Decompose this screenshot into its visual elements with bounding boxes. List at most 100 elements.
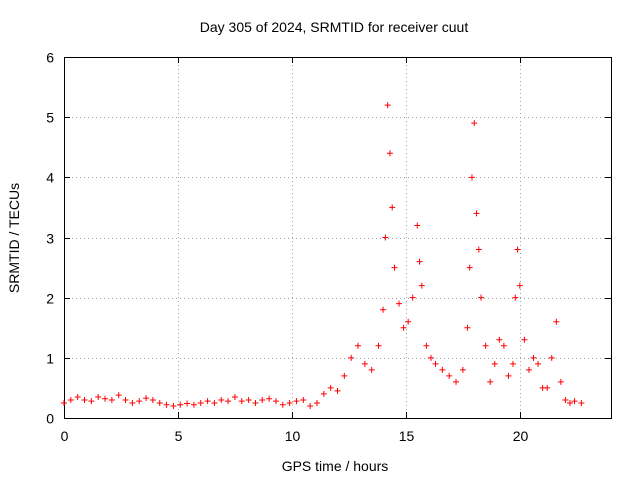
data-point [453, 378, 460, 385]
data-point [487, 378, 494, 385]
y-tick-label: 0 [46, 411, 54, 427]
data-point [156, 399, 163, 406]
data-point [432, 360, 439, 367]
data-point [491, 360, 498, 367]
data-point [478, 294, 485, 301]
data-point [252, 399, 259, 406]
data-point [231, 393, 238, 400]
data-series [61, 102, 585, 409]
data-point [375, 342, 382, 349]
data-point [382, 234, 389, 241]
plot-frame [64, 57, 612, 419]
data-point [355, 342, 362, 349]
data-point [184, 400, 191, 407]
x-tick-label: 5 [175, 428, 183, 444]
y-tick-label: 6 [46, 50, 54, 66]
data-point [115, 392, 122, 399]
data-point [245, 396, 252, 403]
data-point [557, 378, 564, 385]
data-point [389, 204, 396, 211]
data-point [225, 398, 232, 405]
data-point [143, 395, 150, 402]
data-point [95, 393, 102, 400]
data-point [409, 294, 416, 301]
data-point [259, 396, 266, 403]
data-point [108, 396, 115, 403]
data-point [396, 300, 403, 307]
data-point [414, 222, 421, 229]
y-tick-label: 5 [46, 110, 54, 126]
data-point [61, 399, 67, 406]
data-point [471, 120, 478, 127]
data-point [464, 324, 471, 331]
data-point [530, 354, 537, 361]
data-point [170, 402, 177, 409]
data-point [446, 372, 453, 379]
data-point [459, 366, 466, 373]
data-point [466, 264, 473, 271]
data-point [81, 396, 88, 403]
x-tick-label: 0 [61, 428, 69, 444]
data-point [475, 246, 482, 253]
data-point [218, 396, 225, 403]
series-points [61, 102, 585, 409]
data-point [553, 318, 560, 325]
data-point [300, 396, 307, 403]
data-point [418, 282, 425, 289]
data-point [400, 324, 407, 331]
data-point [473, 210, 480, 217]
data-point [320, 390, 327, 397]
y-tick-label: 4 [46, 170, 54, 186]
axis-ticks: 0 5 10 15 20 0 1 2 3 4 5 6 [46, 50, 611, 444]
data-point [122, 396, 129, 403]
data-point [468, 174, 475, 181]
data-point [391, 264, 398, 271]
data-point [548, 354, 555, 361]
data-point [439, 366, 446, 373]
data-point [327, 384, 334, 391]
data-point [500, 342, 507, 349]
data-point [544, 384, 551, 391]
data-point [129, 399, 136, 406]
data-point [361, 360, 368, 367]
data-point [405, 318, 412, 325]
data-point [380, 306, 387, 313]
data-point [313, 399, 320, 406]
data-point [496, 336, 503, 343]
data-point [423, 342, 430, 349]
data-point [348, 354, 355, 361]
data-point [514, 246, 521, 253]
x-tick-label: 10 [285, 428, 301, 444]
data-point [525, 366, 532, 373]
data-point [535, 360, 542, 367]
data-point [427, 354, 434, 361]
data-point [384, 102, 391, 109]
data-point [512, 294, 519, 301]
data-point [136, 398, 143, 405]
x-axis-label: GPS time / hours [282, 458, 389, 474]
data-point [307, 402, 314, 409]
y-axis-label: SRMTID / TECUs [6, 183, 22, 293]
data-point [516, 282, 523, 289]
data-point [266, 395, 273, 402]
data-point [571, 398, 578, 405]
data-point [74, 393, 81, 400]
data-point [197, 399, 204, 406]
data-point [566, 399, 573, 406]
data-point [286, 399, 293, 406]
data-point [416, 258, 423, 265]
data-point [334, 387, 341, 394]
y-tick-label: 2 [46, 291, 54, 307]
data-point [163, 401, 170, 408]
data-point [482, 342, 489, 349]
data-point [67, 396, 74, 403]
data-point [341, 372, 348, 379]
data-point [505, 372, 512, 379]
data-point [190, 401, 197, 408]
data-point [279, 401, 286, 408]
data-point [211, 399, 218, 406]
data-point [149, 396, 156, 403]
data-point [88, 398, 95, 405]
data-point [177, 401, 184, 408]
